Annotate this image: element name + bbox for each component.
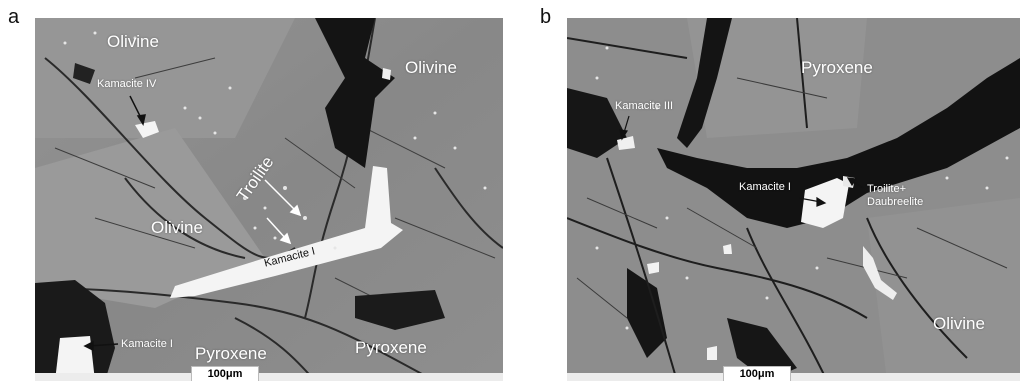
- label-olivine-mid: Olivine: [151, 218, 203, 237]
- micrograph-a-strip: [35, 373, 503, 381]
- scale-bar-b: 100μm: [723, 366, 791, 381]
- micrograph-b: Pyroxene Kamacite III Kamacite I Troilit…: [567, 18, 1020, 381]
- label-olivine-top: Olivine: [107, 32, 159, 51]
- label-olivine: Olivine: [933, 314, 985, 333]
- label-pyroxene-left: Pyroxene: [195, 344, 267, 363]
- label-kamacite-i: Kamacite I: [739, 181, 791, 193]
- label-kamacite-iii: Kamacite III: [615, 100, 674, 112]
- panel-a-letter: a: [8, 6, 20, 28]
- label-kamacite-i-left: Kamacite I: [121, 338, 173, 350]
- micrograph-a: Olivine Olivine Olivine Kamacite IV Troi…: [35, 18, 503, 381]
- label-kamacite-iv: Kamacite IV: [97, 78, 157, 90]
- label-troilite-plus: Troilite+: [867, 183, 907, 195]
- micrograph-a-texture: [35, 18, 503, 381]
- label-pyroxene: Pyroxene: [801, 58, 873, 77]
- micrograph-b-strip: [567, 373, 1020, 381]
- scale-bar-a: 100μm: [191, 366, 259, 381]
- label-olivine-right: Olivine: [405, 58, 457, 77]
- label-pyroxene-right: Pyroxene: [355, 338, 427, 357]
- panel-b-letter: b: [540, 6, 552, 28]
- label-daubreelite: Daubreelite: [867, 196, 924, 208]
- micrograph-b-texture: [567, 18, 1020, 381]
